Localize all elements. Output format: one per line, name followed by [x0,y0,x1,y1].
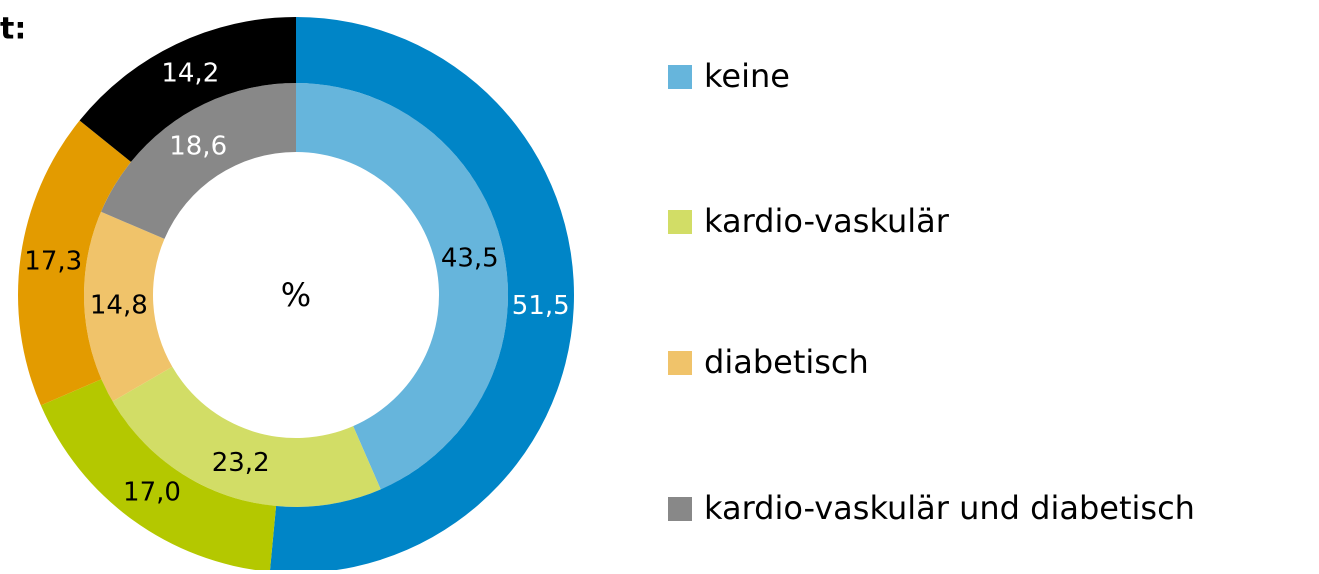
data-label: 14,2 [161,58,219,88]
legend-label: kardio-vaskulär [704,202,950,240]
donut-segment [79,17,296,162]
donut-segment [269,17,574,573]
donut-segment [101,83,297,239]
donut-segment [83,211,173,402]
data-label: 17,0 [123,478,181,508]
legend-swatch [668,351,692,375]
donut-segment [18,120,131,406]
center-label: % [281,276,311,314]
donut-segment [296,83,508,490]
data-label: 17,3 [24,247,82,277]
legend-label: kardio-vaskulär und diabetisch [704,489,1195,527]
data-label: 18,6 [169,131,227,161]
data-label: 43,5 [441,243,499,273]
chart-title: t: [0,12,26,47]
legend-swatch [668,497,692,521]
legend-label: diabetisch [704,343,869,381]
donut-segment [112,366,381,507]
legend-swatch [668,210,692,234]
legend-label: keine [704,57,790,95]
legend-swatch [668,65,692,89]
data-label: 23,2 [212,448,270,478]
donut-segment [40,379,277,572]
data-label: 51,5 [512,291,570,321]
data-label: 14,8 [90,290,148,320]
